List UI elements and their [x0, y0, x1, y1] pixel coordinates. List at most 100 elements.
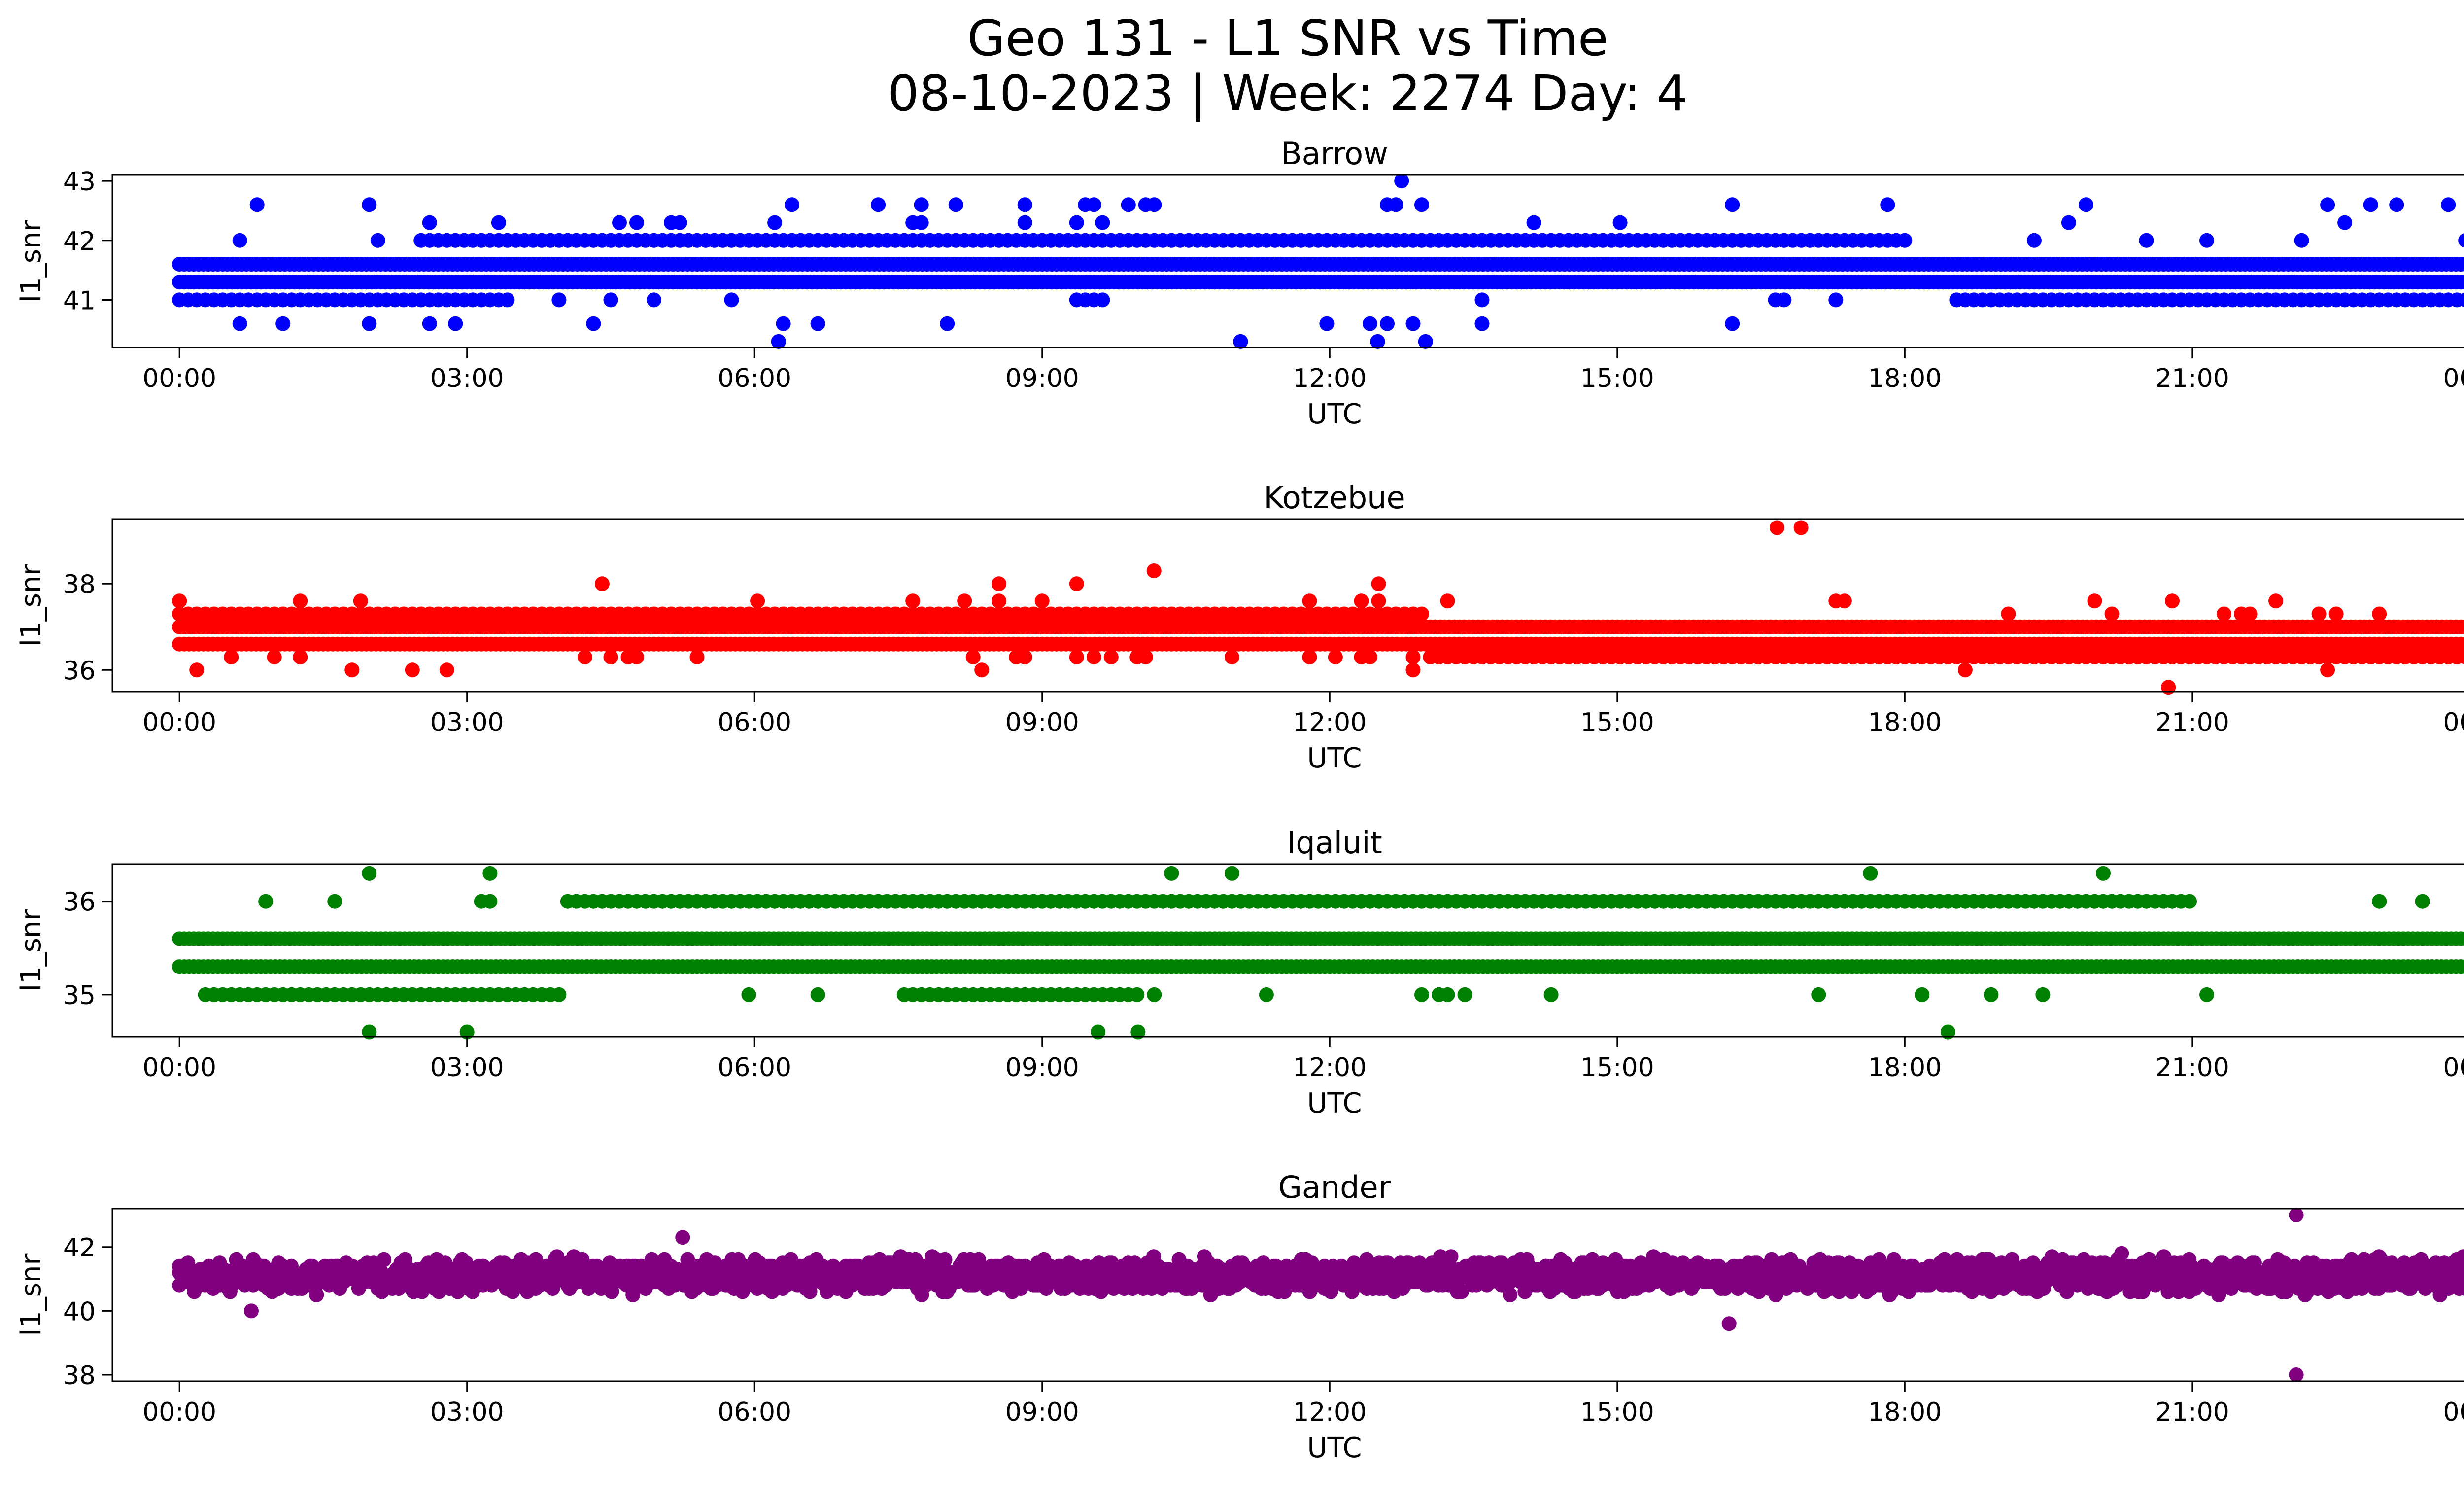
data-point [940, 316, 955, 331]
data-point [1319, 316, 1335, 331]
data-point [293, 650, 308, 664]
x-tick-label: 00:00 [2443, 1053, 2464, 1082]
data-point [1388, 197, 1403, 212]
data-point [1418, 334, 1433, 349]
data-point [1725, 316, 1740, 331]
x-tick-label: 18:00 [1868, 1053, 1942, 1082]
x-tick-label: 18:00 [1868, 364, 1942, 393]
data-point [1828, 292, 1844, 308]
data-point [2161, 680, 2176, 695]
data-point [1017, 215, 1032, 230]
data-point [1086, 650, 1101, 664]
data-point [2026, 233, 2042, 248]
data-point [1837, 593, 1852, 609]
data-point [1069, 576, 1084, 591]
data-point [2372, 894, 2387, 909]
data-point [2079, 197, 2093, 212]
data-point [2458, 257, 2464, 272]
x-tick-label: 03:00 [430, 1053, 504, 1082]
data-point [2458, 233, 2464, 248]
x-tick-label: 09:00 [1005, 708, 1079, 737]
data-point [422, 215, 437, 230]
data-point [1915, 987, 1930, 1002]
data-point [2463, 278, 2464, 286]
points-iqaluit [172, 866, 2464, 1040]
data-point [370, 233, 385, 248]
data-point [2463, 260, 2464, 268]
data-point [1017, 650, 1032, 664]
data-point [249, 197, 265, 212]
data-point [362, 197, 377, 212]
data-point [776, 316, 791, 331]
data-point [1086, 197, 1101, 212]
data-point [2087, 593, 2102, 609]
x-tick-label: 00:00 [142, 708, 216, 737]
data-point [586, 316, 601, 331]
data-point [1863, 866, 1878, 881]
data-point [1302, 650, 1317, 664]
y-axis-label: l1_snr [15, 909, 47, 992]
points-kotzebue [172, 520, 2464, 695]
data-point [2320, 197, 2335, 212]
y-tick-label: 41 [63, 286, 96, 315]
data-point [1363, 316, 1377, 331]
axes-frame-kotzebue [111, 518, 2464, 693]
x-tick-label: 00:00 [142, 1053, 216, 1082]
x-tick-label: 06:00 [718, 708, 791, 737]
data-point [2268, 593, 2284, 609]
data-point [2182, 894, 2197, 909]
data-point [1897, 233, 1913, 248]
data-point [810, 987, 825, 1002]
points-barrow [172, 174, 2464, 349]
data-point [189, 662, 205, 678]
data-point [448, 316, 463, 331]
y-axis-label: l1_snr [15, 220, 47, 303]
data-point [689, 650, 705, 664]
data-point [1380, 316, 1395, 331]
data-point [629, 650, 644, 664]
data-point [1957, 662, 1973, 678]
data-point [741, 987, 756, 1002]
data-point [1103, 650, 1119, 664]
data-point [1474, 316, 1490, 331]
data-point [327, 894, 342, 909]
data-point [232, 233, 247, 248]
data-point [1095, 215, 1110, 230]
data-point [1371, 576, 1386, 591]
panel-title-barrow: Barrow [1281, 136, 1388, 172]
data-point [603, 650, 618, 664]
x-tick-label: 06:00 [718, 364, 791, 393]
data-point [810, 316, 825, 331]
data-point [551, 987, 567, 1002]
data-point [2337, 215, 2353, 230]
data-point [2363, 197, 2378, 212]
y-tick-label: 35 [63, 981, 96, 1010]
data-point [2458, 620, 2464, 634]
data-point [2217, 606, 2232, 622]
data-point [594, 576, 610, 591]
data-point [482, 866, 498, 881]
data-point [275, 316, 291, 331]
axes-frame-barrow [111, 174, 2464, 348]
data-point [2096, 866, 2111, 881]
data-point [2320, 662, 2335, 678]
data-point [871, 197, 886, 212]
data-point [1069, 215, 1084, 230]
data-point [577, 650, 592, 664]
data-point [1811, 987, 1826, 1002]
data-point [258, 894, 274, 909]
x-tick-label: 12:00 [1293, 708, 1367, 737]
data-point [1543, 987, 1559, 1002]
data-point [957, 593, 972, 609]
x-tick-label: 21:00 [2156, 364, 2229, 393]
data-point [439, 662, 454, 678]
data-point [1440, 593, 1455, 609]
data-point [1725, 197, 1740, 212]
panel-title-kotzebue: Kotzebue [1264, 480, 1405, 516]
data-point [232, 316, 247, 331]
data-point [2458, 292, 2464, 308]
